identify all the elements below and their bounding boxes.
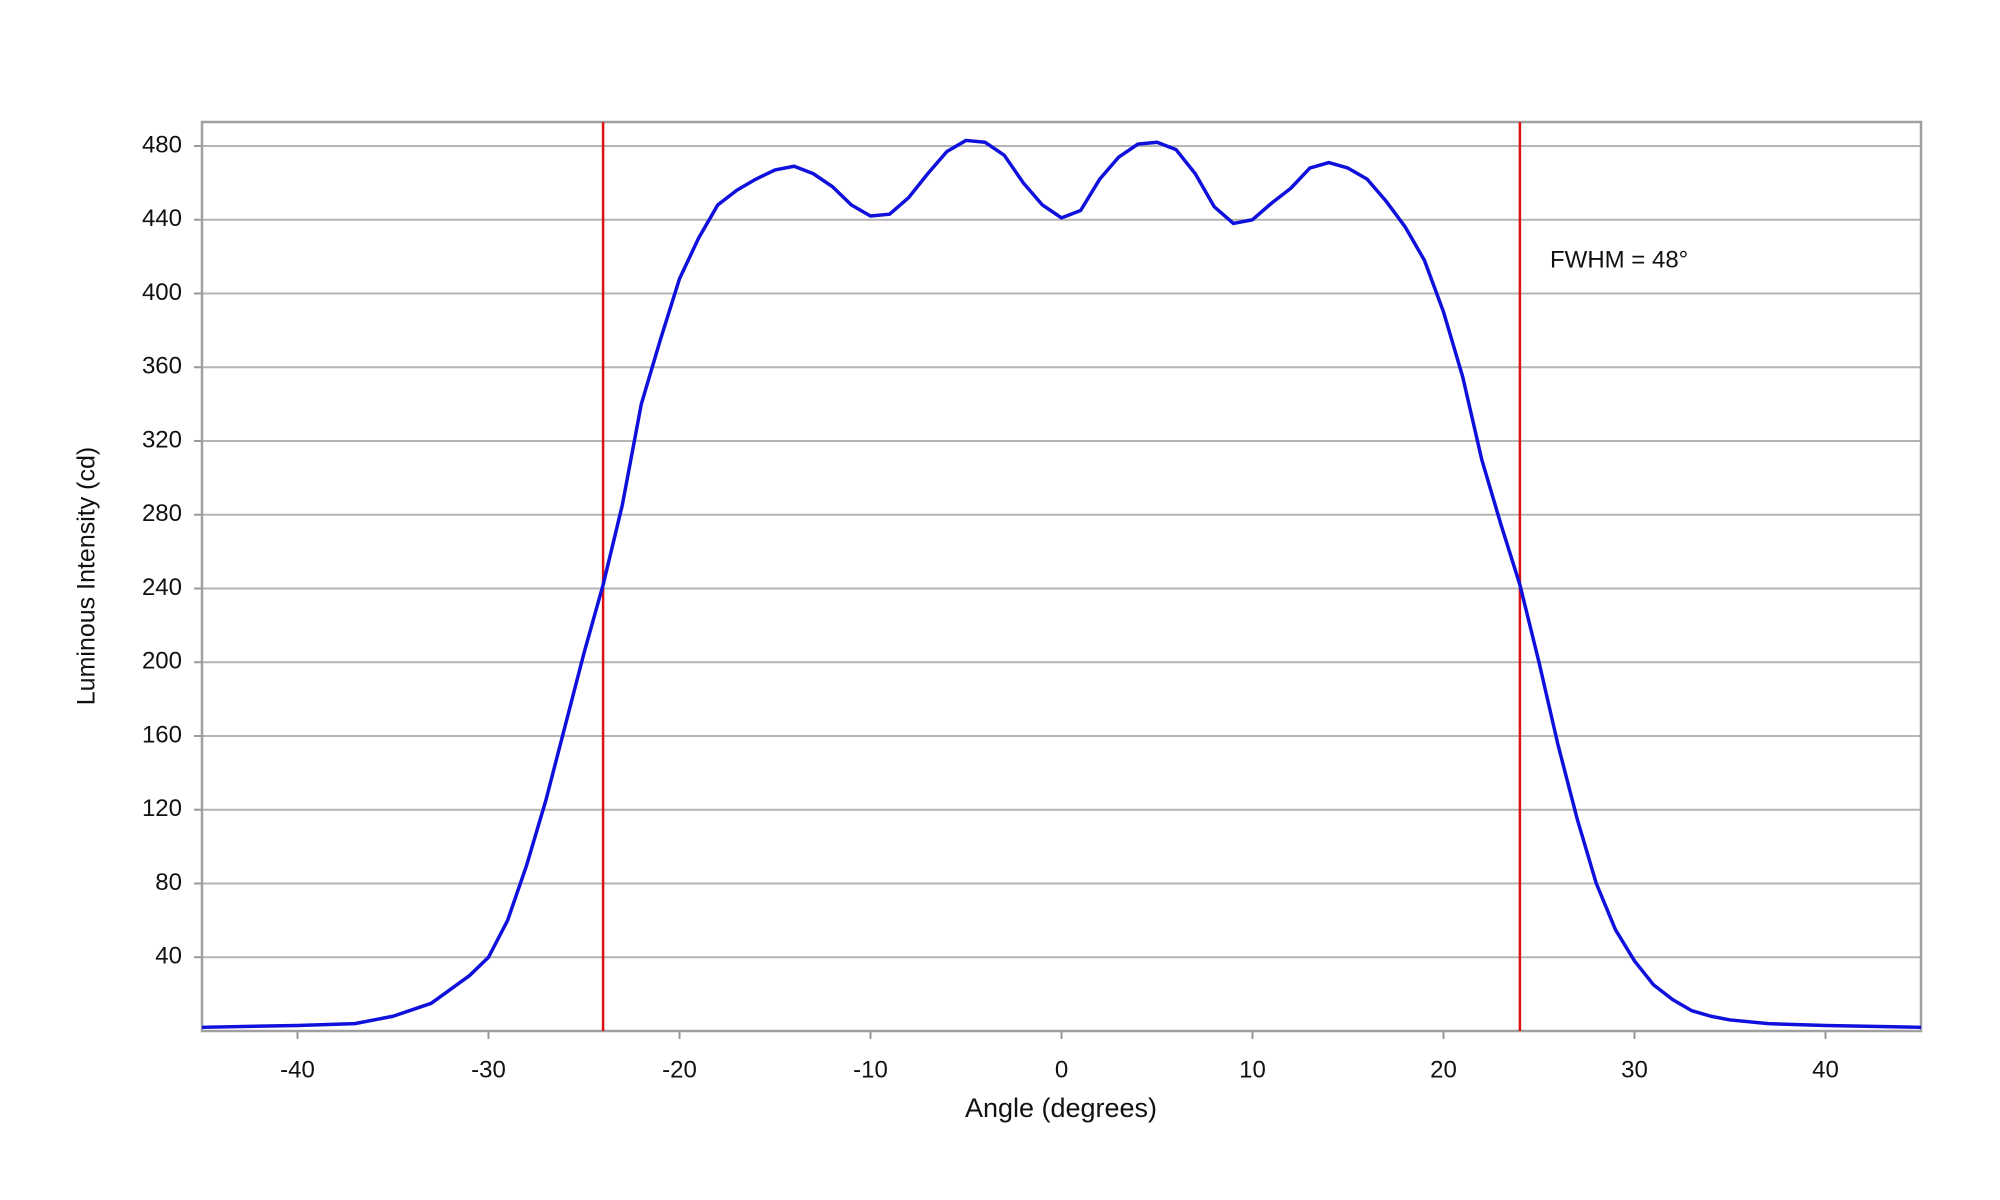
- y-tick-label: 120: [142, 795, 182, 822]
- y-tick-label: 40: [155, 943, 182, 970]
- y-tick-label: 480: [142, 131, 182, 158]
- y-axis-label: Luminous Intensity (cd): [73, 447, 101, 705]
- y-tick-label: 80: [155, 869, 182, 896]
- x-tick-label: 20: [1430, 1056, 1457, 1083]
- x-tick-label: 0: [1055, 1056, 1068, 1083]
- plot-frame: [200, 120, 1923, 1033]
- x-tick-label: -20: [662, 1056, 697, 1083]
- y-tick-label: 200: [142, 648, 182, 675]
- data-line: [201, 138, 1922, 1030]
- y-tick-label: 320: [142, 426, 182, 453]
- y-tick-label: 160: [142, 721, 182, 748]
- x-axis-label: Angle (degrees): [965, 1093, 1157, 1123]
- annotation: FWHM = 48°: [1550, 246, 1688, 273]
- x-tick-label: -30: [471, 1056, 506, 1083]
- y-tick-label: 440: [142, 205, 182, 232]
- x-tick-label: -10: [853, 1056, 888, 1083]
- y-tick-label: 280: [142, 500, 182, 527]
- y-tick-label: 240: [142, 574, 182, 601]
- y-tick-label: 400: [142, 279, 182, 306]
- x-tick-label: 30: [1621, 1056, 1648, 1083]
- x-tick-label: 10: [1239, 1056, 1266, 1083]
- x-tick-label: -40: [280, 1056, 315, 1083]
- x-tick-label: 40: [1812, 1056, 1839, 1083]
- y-tick-label: 360: [142, 353, 182, 380]
